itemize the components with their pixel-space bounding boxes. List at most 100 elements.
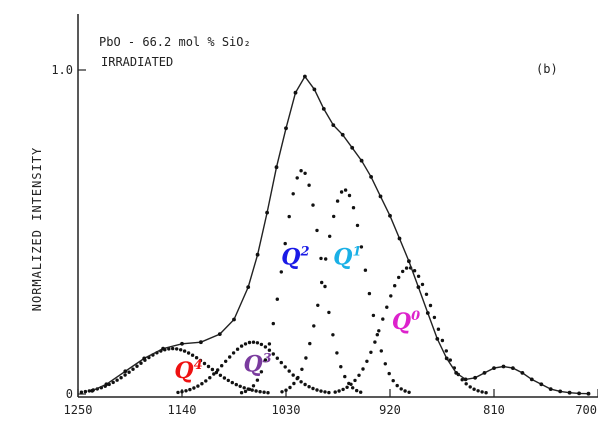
band-q3-point xyxy=(231,351,236,355)
measured-point xyxy=(473,375,477,380)
x-tick-label: 810 xyxy=(483,403,505,417)
band-q0-point xyxy=(341,387,345,392)
band-q0-point xyxy=(333,390,337,394)
band-q3-point xyxy=(303,382,307,387)
band-q0-point xyxy=(464,382,468,386)
band-q3-point xyxy=(224,359,228,363)
band-q0-point xyxy=(345,385,349,389)
band-q1-point xyxy=(403,389,407,393)
measured-point xyxy=(416,285,421,289)
band-q2-point xyxy=(247,387,252,391)
band-q0-point xyxy=(476,389,480,393)
band-labels: Q4 Q3 Q2 Q1 Q0 xyxy=(174,244,420,383)
measured-point xyxy=(123,369,128,374)
band-q1-point xyxy=(288,385,292,390)
band-q0-point xyxy=(416,274,421,278)
measured-point xyxy=(104,382,109,387)
band-q3-point xyxy=(208,376,212,380)
band-q3-point xyxy=(228,355,232,359)
panel-label: (b) xyxy=(536,62,558,76)
band-q1-point xyxy=(320,280,324,285)
measured-point xyxy=(331,123,336,127)
band-q1-point xyxy=(280,390,284,394)
band-q3-point xyxy=(291,373,295,377)
measured-point xyxy=(321,107,326,111)
band-q2-point xyxy=(287,214,291,219)
measured-point xyxy=(199,340,203,345)
band-q1-point xyxy=(316,303,320,307)
band-q4-point xyxy=(262,390,266,394)
band-q4-point xyxy=(254,389,258,393)
band-q2-point xyxy=(351,386,355,390)
band-q3-point xyxy=(255,341,260,345)
measured-spectrum-dots xyxy=(90,74,591,396)
band-q1-point xyxy=(387,371,391,376)
band-q2-point xyxy=(263,358,268,362)
band-q0-point xyxy=(436,327,441,331)
x-tick-labels: 1250 1140 1030 920 810 700 xyxy=(64,403,597,417)
fit-dots-layer xyxy=(79,169,488,395)
band-q3-point xyxy=(327,390,331,395)
measured-point xyxy=(350,145,355,150)
measured-point xyxy=(359,158,364,163)
measured-point xyxy=(520,371,525,375)
band-q4-point xyxy=(234,382,238,387)
band-q4-point xyxy=(226,378,230,383)
band-q2-label: Q2 xyxy=(281,244,309,270)
band-q1-point xyxy=(324,257,328,261)
band-q3-point xyxy=(319,389,323,393)
measured-point xyxy=(388,213,392,218)
band-q1-point xyxy=(383,362,387,366)
band-q3-point xyxy=(315,388,319,392)
band-q0-point xyxy=(353,378,357,383)
y-tick-label: 0 xyxy=(66,387,73,401)
x-tick-label: 1250 xyxy=(64,403,93,417)
band-q1-curve xyxy=(280,188,411,394)
band-q4-point xyxy=(83,389,88,394)
band-q0-curve xyxy=(333,266,488,395)
measured-point xyxy=(444,356,449,361)
band-q4-point xyxy=(186,351,191,355)
band-q3-label: Q3 xyxy=(244,351,272,377)
band-q4-point xyxy=(115,378,119,382)
band-q2-point xyxy=(319,256,323,261)
band-q0-point xyxy=(377,329,381,333)
measured-point xyxy=(369,175,373,179)
band-q3-point xyxy=(204,379,208,383)
y-tick-labels: 01.0 xyxy=(51,63,73,401)
band-q2-point xyxy=(335,351,339,355)
band-q3-point xyxy=(307,385,311,389)
measured-point xyxy=(407,259,411,264)
band-q0-point xyxy=(365,359,369,363)
band-q3-point xyxy=(283,365,287,369)
measured-point xyxy=(293,90,298,95)
band-q2-point xyxy=(299,169,303,173)
band-q4-point xyxy=(194,356,199,360)
band-q0-point xyxy=(412,269,417,273)
band-q2-point xyxy=(295,176,299,180)
measured-point xyxy=(180,341,184,346)
band-q1-point xyxy=(339,190,344,194)
band-q3-point xyxy=(188,387,192,392)
measured-point xyxy=(454,371,459,375)
measured-point xyxy=(232,317,236,322)
band-q4-point xyxy=(202,361,207,366)
band-q3-point xyxy=(311,386,315,391)
measured-point xyxy=(492,366,496,370)
measured-point xyxy=(340,132,345,137)
band-q0-point xyxy=(444,349,448,353)
band-q3-point xyxy=(216,368,220,372)
band-q0-point xyxy=(381,317,385,321)
measured-point xyxy=(482,371,487,375)
band-q0-point xyxy=(349,382,353,386)
measured-point xyxy=(577,391,581,396)
band-q0-point xyxy=(357,373,361,377)
band-q2-point xyxy=(267,342,272,346)
measured-point xyxy=(217,332,222,336)
sample-composition-label: PbO - 66.2 mol % SiO₂ xyxy=(99,35,251,49)
band-q0-point xyxy=(404,266,409,270)
band-q3-point xyxy=(212,372,216,376)
band-q4-point xyxy=(179,348,183,352)
band-q4-point xyxy=(238,384,242,388)
band-q4-point xyxy=(214,370,219,375)
